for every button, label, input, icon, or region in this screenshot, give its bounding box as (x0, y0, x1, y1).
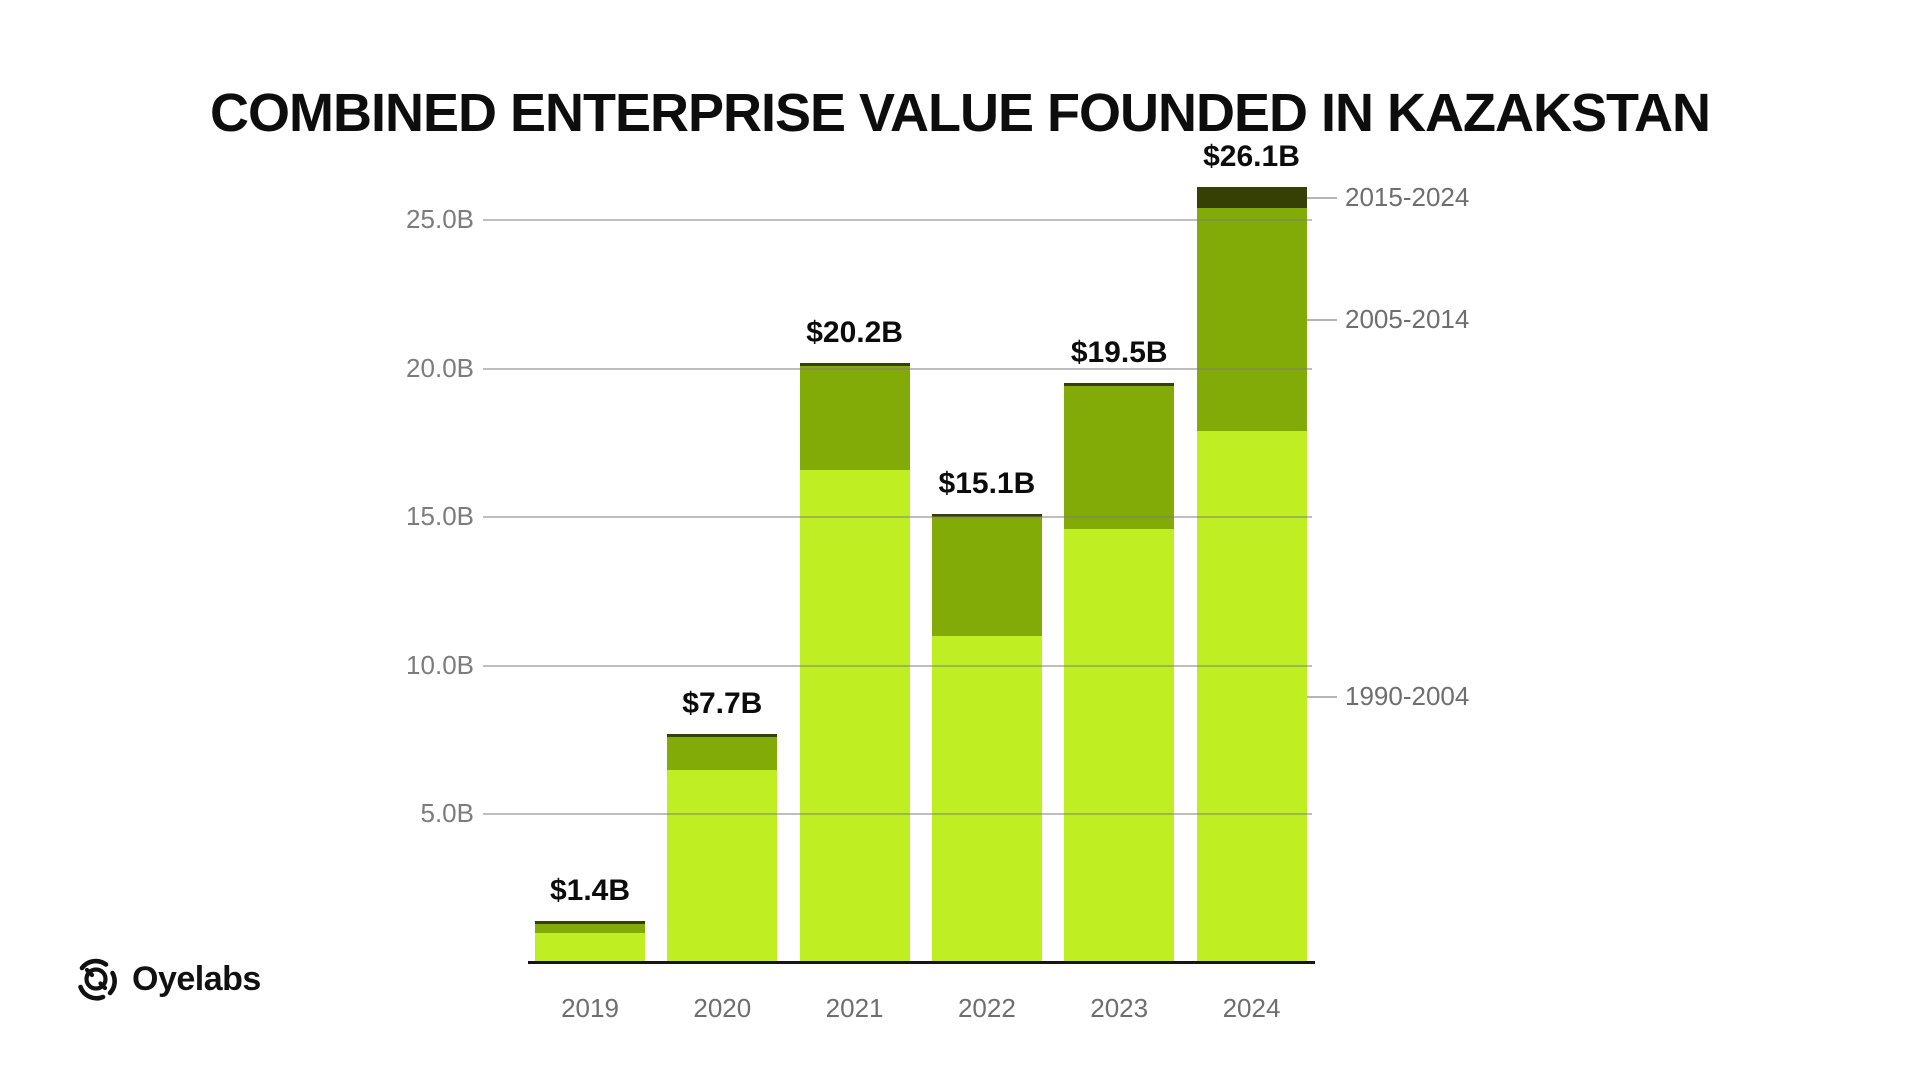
x-axis-line (528, 961, 1315, 964)
bar-segment-2021-2015-2024 (799, 362, 910, 366)
bar-segment-2022-2015-2024 (931, 514, 1042, 518)
x-axis-tick-label: 2021 (825, 993, 884, 1023)
x-axis-tick-label: 2020 (693, 993, 752, 1023)
bar-segment-2023-2015-2024 (1064, 383, 1175, 387)
legend-leader-line (1307, 318, 1337, 321)
bar-value-label: $7.7B (682, 687, 763, 721)
bar-segment-2024-1990-2004 (1196, 431, 1307, 963)
gridline-15.0B (483, 516, 1312, 519)
bar-segment-2023-1990-2004 (1064, 529, 1175, 963)
bar-segment-2022-1990-2004 (931, 636, 1042, 963)
legend-label-2005-2014: 2005-2014 (1345, 303, 1470, 334)
y-axis-tick-label: 10.0B (406, 649, 474, 680)
bar-value-label: $19.5B (1070, 336, 1168, 370)
x-axis-tick-label: 2019 (561, 993, 619, 1023)
bar-value-label: $15.1B (938, 467, 1036, 501)
x-axis-tick-label: 2023 (1090, 993, 1149, 1023)
brand-logo: Oyelabs (72, 955, 261, 1003)
bar-segment-2023-2005-2014 (1064, 386, 1175, 530)
bar-value-label: $26.1B (1203, 140, 1300, 174)
bar-segment-2022-2005-2014 (931, 517, 1042, 637)
bar-value-label: $1.4B (549, 874, 631, 908)
brand-logo-text: Oyelabs (132, 959, 261, 998)
bar-segment-2020-2015-2024 (667, 734, 778, 738)
bar-segment-2024-2015-2024 (1196, 187, 1307, 209)
legend-leader-line (1307, 196, 1337, 199)
bar-value-label: $20.2B (806, 315, 903, 349)
chart-title: COMBINED ENTERPRISE VALUE FOUNDED IN KAZ… (209, 83, 1711, 143)
legend-label-1990-2004: 1990-2004 (1345, 681, 1470, 711)
bar-segment-2021-1990-2004 (799, 469, 910, 963)
gridline-5.0B (483, 813, 1312, 816)
bar-segment-2021-2005-2014 (799, 365, 910, 470)
bar-segment-2020-2005-2014 (667, 737, 778, 770)
y-axis-tick-label: 25.0B (406, 204, 474, 234)
bar-segment-2019-2005-2014 (535, 924, 645, 934)
oyelabs-swirl-icon (72, 955, 120, 1003)
y-axis-tick-label: 20.0B (406, 352, 474, 383)
legend-leader-line (1307, 696, 1337, 698)
bar-segment-2019-2015-2024 (535, 921, 645, 925)
y-axis-tick-label: 5.0B (420, 798, 475, 829)
y-axis-tick-label: 15.0B (406, 501, 474, 532)
legend-label-2015-2024: 2015-2024 (1345, 181, 1470, 212)
x-axis-tick-label: 2024 (1222, 993, 1281, 1023)
bar-segment-2020-1990-2004 (667, 769, 778, 963)
x-axis-tick-label: 2022 (957, 993, 1016, 1023)
gridline-20.0B (483, 367, 1312, 370)
bar-segment-2024-2005-2014 (1196, 208, 1307, 431)
gridline-25.0B (483, 219, 1312, 221)
gridline-10.0B (483, 664, 1312, 667)
bar-segment-2019-1990-2004 (535, 933, 645, 963)
